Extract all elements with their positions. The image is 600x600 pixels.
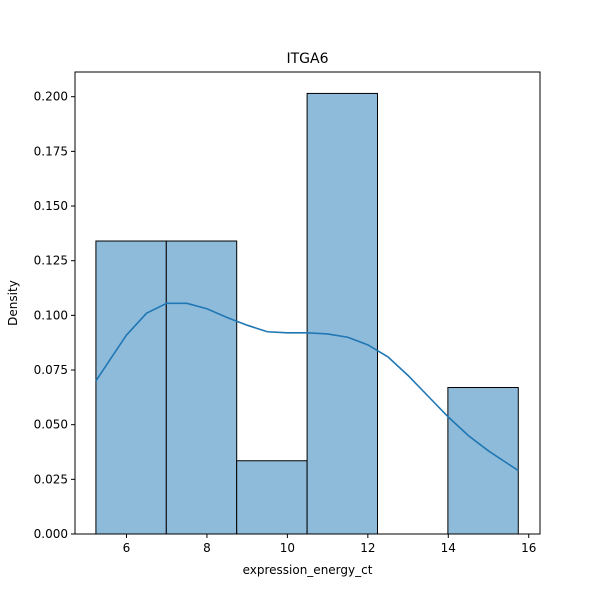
y-axis: 0.000 0.025 0.050 0.075 0.100 0.125 0.150 0.175…	[34, 90, 75, 541]
x-axis-label: expression_energy_ct	[243, 563, 373, 577]
x-axis: 6 8 10 12 14 16	[123, 534, 536, 555]
y-axis-label: Density	[6, 280, 20, 326]
y-tick-label: 0.075	[34, 363, 68, 377]
y-tick-label: 0.100	[34, 308, 68, 322]
x-tick-label: 6	[123, 541, 131, 555]
histogram-bar	[95, 240, 167, 535]
kde-group	[95, 302, 519, 472]
x-tick-label: 14	[441, 541, 456, 555]
x-tick-label: 10	[280, 541, 295, 555]
histogram-bar	[165, 240, 238, 535]
y-tick-label: 0.175	[34, 144, 68, 158]
x-tick-label: 8	[203, 541, 211, 555]
y-tick-label: 0.125	[34, 254, 68, 268]
bars-group	[95, 92, 519, 535]
y-tick-label: 0.025	[34, 472, 68, 486]
plot-frame	[74, 71, 541, 535]
histogram-bar	[447, 387, 519, 535]
kde-line	[95, 302, 519, 472]
y-tick-label: 0.000	[34, 527, 68, 541]
x-tick-label: 12	[360, 541, 375, 555]
y-tick-label: 0.200	[34, 90, 68, 104]
y-tick-label: 0.050	[34, 418, 68, 432]
histogram-bar	[306, 92, 378, 535]
x-tick-label: 16	[521, 541, 536, 555]
chart-title: ITGA6	[286, 51, 328, 67]
y-tick-label: 0.150	[34, 199, 68, 213]
histogram-bar	[236, 460, 308, 535]
